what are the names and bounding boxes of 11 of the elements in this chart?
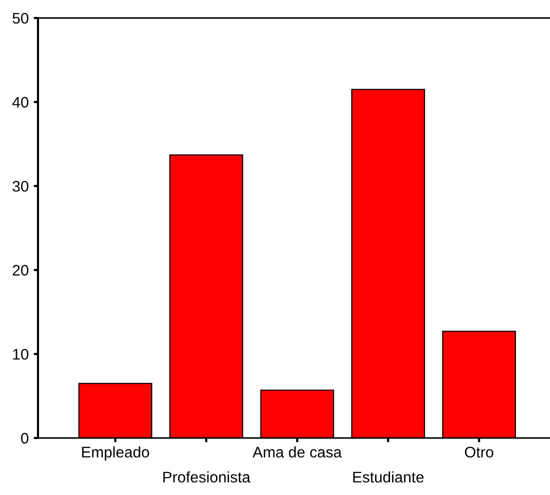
y-tick-label: 10 (13, 348, 28, 360)
x-tick-label: Otro (464, 446, 494, 458)
x-tick-label: Ama de casa (252, 446, 342, 458)
y-tick-label: 0 (21, 432, 28, 444)
y-tick-label: 30 (12, 180, 28, 192)
y-tick-label: 50 (12, 12, 28, 24)
y-tick-label: 40 (12, 96, 28, 108)
x-tick-label: Profesionista (163, 471, 250, 483)
x-tick-label: Empleado (82, 446, 150, 461)
x-tick-label: Estudiante (353, 471, 424, 483)
y-tick-label: 20 (12, 264, 28, 276)
